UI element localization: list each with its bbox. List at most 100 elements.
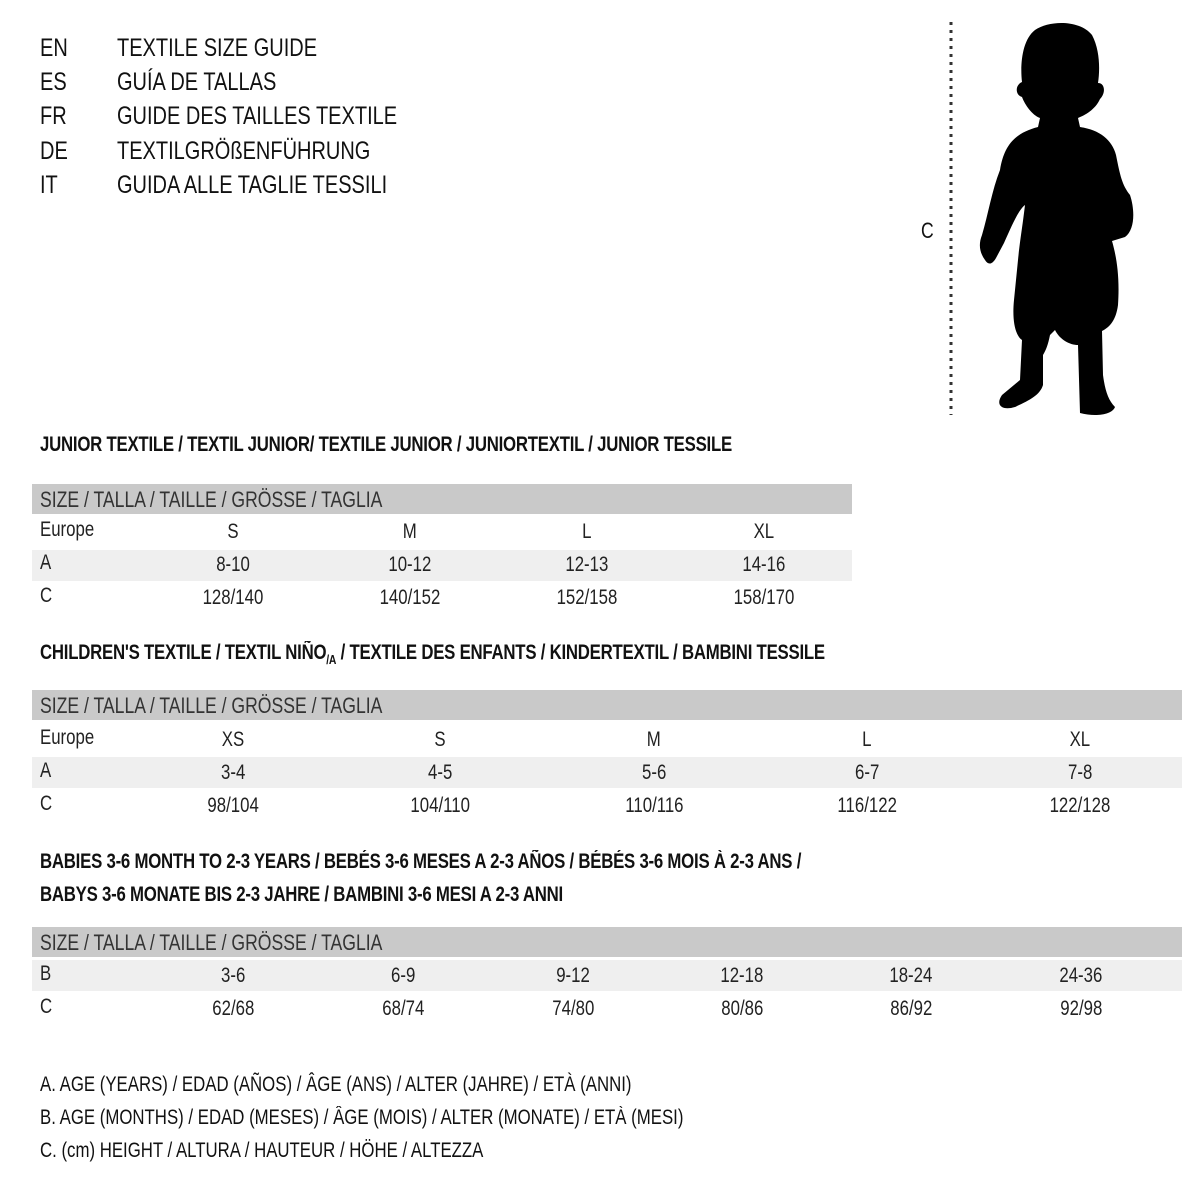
table-cell: 6-9 (333, 964, 473, 988)
lang-title-text: GUIDE DES TAILLES TEXTILE (117, 102, 398, 130)
table-cell: S (163, 520, 303, 544)
cell-text: XS (221, 728, 245, 751)
size-header-text: SIZE / TALLA / TAILLE / GRÖSSE / TAGLIA (40, 693, 383, 718)
cell-text: XL (753, 520, 775, 543)
lang-code: ES (40, 68, 73, 97)
junior-title: JUNIOR TEXTILE / TEXTIL JUNIOR/ TEXTILE … (40, 433, 905, 457)
table-cell: 7-8 (1010, 761, 1150, 785)
cell-text: 152/158 (556, 586, 618, 609)
lang-title: TEXTILE SIZE GUIDE (117, 34, 367, 63)
lang-code: FR (40, 102, 73, 131)
cell-text: 10-12 (388, 553, 432, 576)
table-cell: 8-10 (163, 553, 303, 577)
cell-text: S (434, 728, 446, 751)
cell-text: 62/68 (211, 997, 255, 1020)
row-shade (32, 757, 1182, 788)
row-label: C (40, 995, 55, 1019)
cell-text: 6-9 (390, 964, 416, 987)
cell-text: 68/74 (381, 997, 425, 1020)
cell-text: 12-18 (720, 964, 764, 987)
cell-text: 3-4 (220, 761, 246, 784)
row-shade (32, 550, 852, 581)
table-cell: 14-16 (694, 553, 834, 577)
cell-text: 122/128 (1049, 794, 1111, 817)
lang-code-text: IT (40, 171, 58, 199)
lang-title: GUIDE DES TAILLES TEXTILE (117, 102, 467, 131)
table-cell: 116/122 (797, 794, 937, 818)
cell-text: L (862, 728, 872, 751)
table-cell: 98/104 (163, 794, 303, 818)
legend-a: A. AGE (YEARS) / EDAD (AÑOS) / ÂGE (ANS)… (40, 1073, 779, 1097)
table-cell: 9-12 (503, 964, 643, 988)
lang-title-text: TEXTILGRÖßENFÜHRUNG (117, 137, 371, 165)
babies-title-text: BABIES 3-6 MONTH TO 2-3 YEARS / BEBÉS 3-… (40, 850, 802, 873)
cell-text: 104/110 (410, 794, 470, 817)
row-label: C (40, 792, 55, 816)
babies-size-header: SIZE / TALLA / TAILLE / GRÖSSE / TAGLIA (32, 927, 1182, 957)
row-label: B (40, 962, 54, 986)
babies-title-line1: BABIES 3-6 MONTH TO 2-3 YEARS / BEBÉS 3-… (40, 850, 991, 874)
cell-text: 18-24 (889, 964, 933, 987)
cell-text: 3-6 (220, 964, 246, 987)
table-cell: 4-5 (370, 761, 510, 785)
table-cell: 18-24 (841, 964, 981, 988)
cell-text: 14-16 (742, 553, 786, 576)
cell-text: 6-7 (854, 761, 880, 784)
row-label: Europe (40, 518, 108, 542)
row-shade (32, 960, 1182, 991)
table-cell: 3-6 (163, 964, 303, 988)
cell-text: XL (1069, 728, 1091, 751)
legend-text: A. AGE (YEARS) / EDAD (AÑOS) / ÂGE (ANS)… (40, 1073, 632, 1096)
lang-title: GUIDA ALLE TAGLIE TESSILI (117, 171, 455, 200)
cell-text: 9-12 (556, 964, 590, 987)
cell-text: 128/140 (202, 586, 264, 609)
row-label-text: B (40, 962, 52, 985)
row-label-text: Europe (40, 518, 95, 541)
legend-text: B. AGE (MONTHS) / EDAD (MESES) / ÂGE (MO… (40, 1106, 684, 1129)
table-cell: 12-13 (517, 553, 657, 577)
size-header-text: SIZE / TALLA / TAILLE / GRÖSSE / TAGLIA (40, 930, 383, 955)
table-cell: XL (1010, 728, 1150, 752)
table-cell: 24-36 (1011, 964, 1151, 988)
children-title-text: CHILDREN'S TEXTILE / TEXTIL NIÑO (40, 641, 327, 664)
lang-code-text: EN (40, 34, 68, 62)
table-cell: 6-7 (797, 761, 937, 785)
lang-code: IT (40, 171, 62, 200)
table-cell: 92/98 (1011, 997, 1151, 1021)
height-label: C (921, 218, 937, 244)
children-title-text: / TEXTILE DES ENFANTS / KINDERTEXTIL / B… (336, 641, 825, 664)
cell-text: L (582, 520, 592, 543)
lang-title-text: TEXTILE SIZE GUIDE (117, 34, 318, 62)
table-cell: XL (694, 520, 834, 544)
cell-text: 140/152 (379, 586, 441, 609)
lang-title: TEXTILGRÖßENFÜHRUNG (117, 137, 434, 166)
cell-text: 5-6 (641, 761, 667, 784)
cell-text: 92/98 (1059, 997, 1103, 1020)
row-label-text: C (40, 584, 53, 607)
table-cell: 5-6 (584, 761, 724, 785)
lang-code-text: DE (40, 137, 68, 165)
cell-text: 24-36 (1059, 964, 1103, 987)
cell-text: 80/86 (720, 997, 764, 1020)
cell-text: 98/104 (207, 794, 259, 817)
row-label-text: C (40, 792, 53, 815)
table-cell: 128/140 (163, 586, 303, 610)
cell-text: 110/116 (624, 794, 684, 817)
silhouette-shape (979, 23, 1134, 416)
table-cell: 74/80 (503, 997, 643, 1021)
table-cell: 110/116 (584, 794, 724, 818)
cell-text: 7-8 (1067, 761, 1093, 784)
table-cell: 86/92 (841, 997, 981, 1021)
legend-b: B. AGE (MONTHS) / EDAD (MESES) / ÂGE (MO… (40, 1106, 844, 1130)
cell-text: 74/80 (551, 997, 595, 1020)
babies-title-text: BABYS 3-6 MONATE BIS 2-3 JAHRE / BAMBINI… (40, 883, 563, 906)
row-label: Europe (40, 726, 108, 750)
lang-code: DE (40, 137, 75, 166)
cell-text: 4-5 (427, 761, 453, 784)
junior-size-header: SIZE / TALLA / TAILLE / GRÖSSE / TAGLIA (32, 484, 852, 514)
cell-text: 158/170 (733, 586, 795, 609)
cell-text: 12-13 (565, 553, 609, 576)
row-label-text: A (40, 759, 52, 782)
table-cell: 80/86 (672, 997, 812, 1021)
table-cell: M (584, 728, 724, 752)
